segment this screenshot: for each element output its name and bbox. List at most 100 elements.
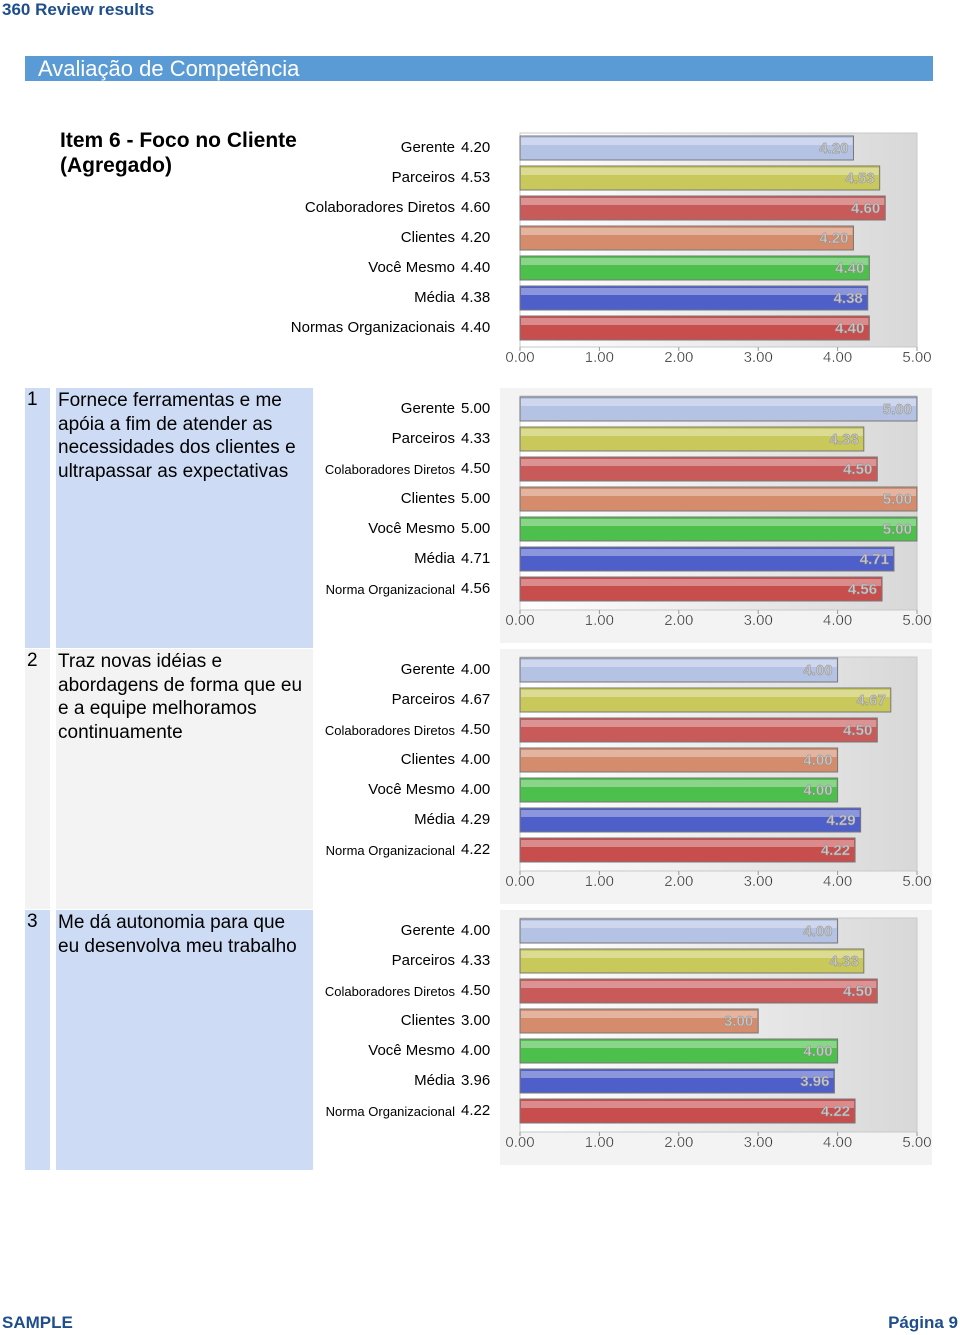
footer-right: Página 9 bbox=[888, 1313, 958, 1332]
row-label: Você Mesmo bbox=[368, 259, 455, 276]
bar-chart: 0.00 1.00 2.00 3.00 4.00 5.004.204.534.604.20… bbox=[505, 132, 932, 366]
table-cell bbox=[320, 910, 493, 1165]
bar-shine bbox=[521, 288, 867, 295]
bar bbox=[519, 456, 878, 482]
row-label: Colaboradores Diretos bbox=[304, 199, 455, 216]
row-label: Média bbox=[414, 550, 455, 567]
bar-value-label: 4.00 bbox=[803, 662, 832, 679]
item-text: Me dá autonomia para que eu desenvolva m… bbox=[58, 912, 297, 957]
row-value: 4.20 bbox=[461, 229, 491, 246]
bar-shine bbox=[521, 168, 879, 175]
row-value: 4.50 bbox=[461, 721, 491, 738]
bar-value-label: 4.71 bbox=[860, 551, 889, 568]
table-cell bbox=[320, 388, 493, 643]
row-label: Colaboradores Diretos bbox=[324, 723, 455, 738]
bar-value-label: 4.20 bbox=[819, 140, 848, 157]
bar-shine bbox=[521, 138, 853, 145]
row-label: Média bbox=[414, 1072, 455, 1089]
bar-chart: 0.00 1.00 2.00 3.00 4.00 5.00 5.00 4.33 4.50 5.00… bbox=[505, 395, 932, 629]
bar-value-label: 4.00 bbox=[803, 1043, 832, 1060]
bar bbox=[519, 396, 918, 422]
header-title: 360 Review results bbox=[2, 0, 155, 19]
row-label: Você Mesmo bbox=[368, 520, 455, 537]
row-label: Norma Organizacional bbox=[325, 582, 455, 597]
x-tick-label: 3.00 bbox=[744, 1134, 773, 1151]
row-label: Você Mesmo bbox=[368, 781, 455, 798]
bar bbox=[519, 1038, 839, 1064]
item-text: Traz novas idéias e abordagens de forma … bbox=[58, 651, 303, 743]
bar bbox=[519, 516, 918, 542]
row-label: Parceiros bbox=[391, 691, 455, 708]
item-text: Fornece ferramentas e me apóia a fim de … bbox=[58, 390, 296, 482]
item-number: 1 bbox=[27, 389, 38, 410]
x-tick-label: 1.00 bbox=[585, 873, 614, 890]
bar bbox=[519, 1008, 759, 1034]
number-cell bbox=[25, 649, 50, 909]
row-value: 5.00 bbox=[461, 520, 491, 537]
x-tick-label: 5.00 bbox=[902, 349, 931, 366]
row-value: 3.00 bbox=[461, 1012, 491, 1029]
row-value: 4.40 bbox=[461, 259, 491, 276]
row-value: 4.00 bbox=[461, 781, 491, 798]
row-label: Gerente bbox=[400, 922, 455, 939]
bar-value-label: 4.00 bbox=[803, 752, 832, 769]
row-label: Norma Organizacional bbox=[325, 843, 455, 858]
bar bbox=[519, 747, 839, 773]
row-value: 4.33 bbox=[461, 952, 491, 969]
bar-shine bbox=[521, 981, 877, 988]
bar-shine bbox=[521, 1071, 834, 1078]
row-label: Normas Organizacionais bbox=[290, 319, 455, 336]
row-value: 3.96 bbox=[461, 1072, 491, 1089]
bar-shine bbox=[521, 810, 860, 817]
bar bbox=[519, 657, 839, 683]
bar bbox=[519, 546, 895, 572]
row-label: Clientes bbox=[400, 1012, 455, 1029]
item-number: 2 bbox=[27, 650, 38, 671]
row-value: 4.40 bbox=[461, 319, 491, 336]
bar-chart: 0.00 1.00 2.00 3.00 4.00 5.00 4.00 4.67 4.50 4.00… bbox=[505, 656, 932, 890]
bar-shine bbox=[521, 399, 916, 406]
bar-value-label: 4.53 bbox=[845, 170, 874, 187]
table-cell bbox=[320, 649, 493, 904]
bar-shine bbox=[521, 429, 863, 436]
bar-value-label: 4.50 bbox=[843, 722, 872, 739]
row-label: Clientes bbox=[400, 751, 455, 768]
text-cell bbox=[56, 388, 313, 648]
bar-value-label: 3.00 bbox=[724, 1013, 753, 1030]
x-tick-label: 2.00 bbox=[664, 612, 693, 629]
x-tick-label: 0.00 bbox=[505, 349, 534, 366]
x-tick-label: 2.00 bbox=[664, 349, 693, 366]
row-value: 4.33 bbox=[461, 430, 491, 447]
bar-shine bbox=[521, 750, 837, 757]
bar-value-label: 4.22 bbox=[821, 1103, 850, 1120]
bar-value-label: 4.50 bbox=[843, 461, 872, 478]
bar-shine bbox=[521, 690, 890, 697]
bar bbox=[519, 135, 854, 161]
item-title: Item 6 - Foco no Cliente (Agregado) bbox=[60, 129, 297, 177]
bar-shine bbox=[521, 780, 837, 787]
bar-value-label: 4.00 bbox=[803, 782, 832, 799]
bar-shine bbox=[521, 720, 877, 727]
bar-shine bbox=[521, 921, 837, 928]
bar bbox=[519, 285, 869, 311]
row-value: 4.22 bbox=[461, 841, 491, 858]
bar bbox=[519, 486, 918, 512]
x-tick-label: 4.00 bbox=[823, 873, 852, 890]
bar-value-label: 5.00 bbox=[883, 401, 912, 418]
x-tick-label: 3.00 bbox=[744, 349, 773, 366]
row-value: 4.67 bbox=[461, 691, 491, 708]
row-label: Colaboradores Diretos bbox=[324, 462, 455, 477]
bar bbox=[519, 777, 839, 803]
row-value: 4.53 bbox=[461, 169, 491, 186]
x-tick-label: 1.00 bbox=[585, 1134, 614, 1151]
row-value: 4.71 bbox=[461, 550, 491, 567]
bar-shine bbox=[521, 318, 869, 325]
bar-value-label: 4.40 bbox=[835, 260, 864, 277]
row-value: 4.00 bbox=[461, 751, 491, 768]
text-cell bbox=[56, 910, 313, 1170]
x-tick-label: 5.00 bbox=[902, 1134, 931, 1151]
bar-shine bbox=[521, 459, 877, 466]
bar-value-label: 4.33 bbox=[830, 431, 859, 448]
x-tick-label: 4.00 bbox=[823, 1134, 852, 1151]
row-value: 4.60 bbox=[461, 199, 491, 216]
